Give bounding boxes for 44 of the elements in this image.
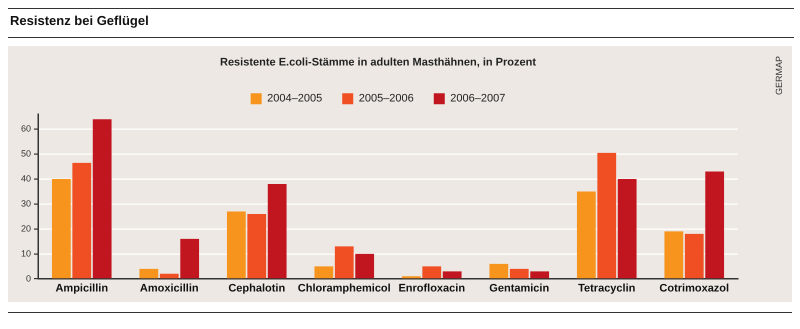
- bar: [160, 274, 179, 278]
- chart-subtitle: Resistente E.coli-Stämme in adulten Masthähnen, in Prozent: [220, 56, 536, 69]
- y-tick-label: 0: [26, 273, 32, 284]
- bar: [92, 119, 112, 278]
- bar: [684, 234, 704, 278]
- bar: [422, 266, 442, 278]
- bar: [247, 214, 266, 278]
- bar: [705, 172, 724, 278]
- bar: [664, 231, 684, 278]
- bar: [489, 264, 508, 278]
- bar: [576, 192, 596, 278]
- bar: [510, 268, 529, 278]
- bar: [618, 179, 637, 278]
- y-tick-label: 60: [20, 124, 32, 134]
- legend-label: 2006–2007: [450, 92, 506, 105]
- x-tick-label: Ampicillin: [55, 282, 108, 294]
- bar: [530, 271, 550, 278]
- bar: [52, 179, 71, 278]
- bar: [72, 162, 92, 278]
- x-tick-label: Gentamicin: [489, 282, 550, 294]
- bar: [226, 211, 246, 278]
- legend-label: 2004–2005: [267, 92, 322, 105]
- bar: [442, 271, 462, 278]
- x-tick-label: Tetracyclin: [578, 282, 636, 294]
- bar: [268, 184, 287, 278]
- x-tick-label: Cotrimoxazol: [659, 282, 730, 294]
- x-tick-label: Chloramphemicol: [298, 282, 391, 294]
- y-tick-label: 20: [20, 223, 32, 234]
- bar: [314, 266, 334, 278]
- y-tick-label: 50: [20, 148, 32, 159]
- bar: [355, 254, 374, 278]
- y-tick-label: 10: [20, 248, 32, 258]
- x-tick-label: Enrofloxacin: [398, 282, 466, 294]
- legend-label: 2005–2006: [358, 92, 414, 105]
- bar: [334, 246, 354, 278]
- bar: [597, 152, 616, 278]
- bar: [180, 238, 200, 278]
- bar: [139, 268, 158, 278]
- y-tick-label: 40: [20, 174, 32, 184]
- text: GERMAP: [774, 56, 784, 96]
- chart-title: Resistenz bei Geflügel: [8, 8, 794, 38]
- x-tick-label: Amoxicillin: [140, 282, 199, 294]
- x-tick-label: Cephalotin: [228, 282, 286, 294]
- y-tick-label: 30: [20, 198, 32, 208]
